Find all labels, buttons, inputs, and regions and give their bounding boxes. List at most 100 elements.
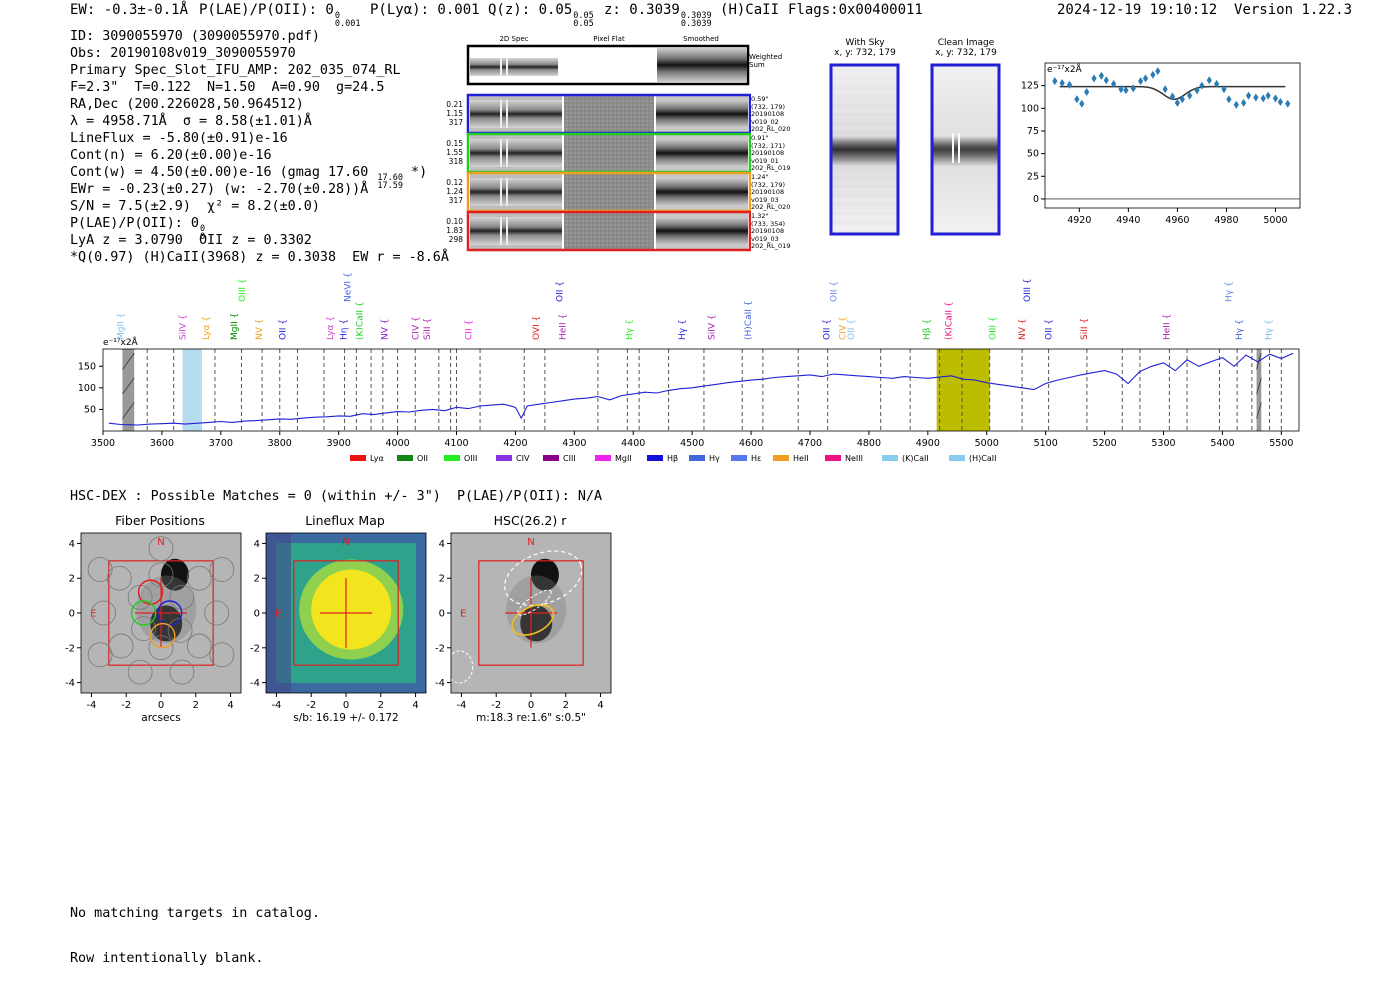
plae-sub: 0.001: [334, 19, 361, 29]
fiber-row-2: [466, 132, 751, 174]
fiber-2d-band: [470, 100, 562, 128]
z-value: z: 0.3039: [604, 2, 680, 18]
spectrum-hatch: [122, 352, 135, 370]
zoom-data-point: [1206, 76, 1212, 85]
fiber-2d-gap: [506, 139, 508, 167]
zoom-data-point: [1155, 67, 1161, 76]
spectrum-line-label: Lyα {: [326, 316, 336, 340]
clean-image: [930, 63, 1001, 236]
spectrum-xtick-label: 4300: [562, 438, 586, 449]
weighted-sum-label: Weighted Sum: [749, 53, 783, 69]
spectrum-line-label: Hγ {: [1224, 281, 1234, 302]
spectrum-line-label: CIV {: [411, 316, 421, 340]
fiber-row-3: [466, 171, 751, 213]
fiber-rows: [466, 93, 751, 252]
fiber-circle: [91, 600, 117, 626]
hsc-xtick-label: -2: [306, 700, 316, 711]
fiber-pixel-flat: [564, 213, 654, 249]
hsc-aperture-box: [293, 560, 399, 666]
hsc-ytick-label: -2: [65, 643, 75, 654]
zoom-data-point: [1174, 98, 1181, 107]
hsc-ytick-label: 4: [69, 539, 75, 550]
col-smoothed: Smoothed: [683, 35, 719, 43]
legend-label: Lyα: [370, 454, 384, 463]
spectrum-xtick-label: 5300: [1151, 438, 1175, 449]
info-contw: Cont(w) = 4.50(±0.00)e-16 (gmag 17.60 17…: [70, 164, 449, 190]
zoom-data-point: [1285, 99, 1291, 108]
fiber-2d-gap: [506, 100, 508, 128]
info-id: ID: 3090055970 (3090055970.pdf): [70, 29, 320, 44]
version-value: Version 1.22.3: [1234, 2, 1353, 18]
fiber-row-numbers: 0.12 1.24 317: [446, 178, 463, 205]
hsc-ytick-label: 0: [254, 609, 260, 620]
zoom-xtick-label: 4920: [1067, 215, 1091, 226]
zoom-data-point: [1241, 98, 1247, 107]
fiber-circle: [127, 659, 153, 685]
spectrum-line-label: Lyα {: [202, 316, 212, 340]
spectrum-shaded-region: [936, 349, 990, 431]
fiber-row-4: [466, 210, 751, 252]
fiber-row-numbers: 0.15 1.55 318: [446, 139, 463, 166]
spectrum-ylabel: e⁻¹⁷x2Å: [103, 336, 139, 348]
zoom-data-point: [1091, 74, 1097, 83]
info-lya-z: LyA z = 3.0790 OII z = 0.3302: [70, 233, 312, 248]
spectrum-xtick-label: 3800: [268, 438, 292, 449]
hsc-aperture-box: [478, 560, 584, 666]
fiber-2d-band: [470, 217, 562, 245]
legend-swatch: [825, 455, 841, 461]
hsc-xtick-label: 0: [528, 700, 534, 711]
spectrum-xtick-label: 5400: [1210, 438, 1234, 449]
contw-text: Cont(w) = 4.50(±0.00)e-16 (gmag 17.60: [70, 165, 369, 180]
spectrum-line-label: OII {: [556, 281, 566, 302]
spectrum-xtick-label: 5200: [1092, 438, 1116, 449]
fiber-row-numbers: 0.10 1.83 298: [446, 217, 463, 244]
fiber-row-details: 0.59" (732, 179) 20190108 v019_02 202_RL…: [751, 95, 791, 133]
cutout-grid: [466, 44, 751, 252]
hsc-panel-caption: arcsecs: [141, 712, 180, 724]
spectrum-xtick-label: 4600: [739, 438, 763, 449]
spectrum-line-label: OII {: [279, 319, 289, 340]
hsc-xtick-label: -4: [86, 700, 96, 711]
spectrum-shaded-region: [182, 349, 202, 431]
zoom-data-point: [1150, 70, 1156, 79]
zoom-data-point: [1253, 93, 1259, 102]
fiber-2d-gap: [500, 139, 502, 167]
fiber-pixel-flat: [564, 96, 654, 132]
hsc-ytick-label: 2: [69, 574, 75, 585]
zoom-data-point: [1214, 79, 1220, 88]
zoom-data-point: [1162, 85, 1168, 94]
with-sky-label: With Sky: [845, 38, 885, 48]
spectrum-line-label: CII {: [464, 320, 474, 340]
legend-label: Hγ: [709, 454, 720, 463]
info-qline: *Q(0.97) (H)CaII(3968) z = 0.3038 EW r =…: [70, 250, 449, 265]
with-sky-title: With Sky x, y: 732, 179: [820, 38, 910, 58]
spectrum-hatch: [122, 402, 135, 419]
header-plae: P(LAE)/P(OII): 0 0 0.001: [199, 2, 360, 28]
sky-images: [829, 63, 1001, 236]
zoom-data-point: [1272, 94, 1279, 103]
hsc-xtick-label: 2: [193, 700, 199, 711]
hsc-north-label: N: [527, 537, 534, 548]
plae-sup: 0: [334, 11, 340, 21]
timestamp-value: 2024-12-19 19:10:12: [1057, 2, 1218, 18]
info-obs: Obs: 20190108v019_3090055970: [70, 46, 296, 61]
zoom-data-point: [1194, 86, 1200, 95]
legend-label: (K)CaII: [902, 454, 929, 463]
zoom-xtick-label: 4980: [1214, 215, 1238, 226]
spectrum-line-label: (H)CaII {: [744, 301, 754, 341]
hsc-ytick-label: 0: [69, 609, 75, 620]
col-2d-spec: 2D Spec: [499, 35, 529, 43]
spectrum-xtick-label: 4200: [503, 438, 527, 449]
zoom-data-point: [1245, 91, 1252, 100]
fiber-circle: [169, 584, 195, 610]
legend-label: NeIII: [845, 454, 863, 463]
qz-stack: 0.05 0.05: [573, 12, 593, 29]
with-sky-xy: x, y: 732, 179: [834, 48, 896, 58]
header-plya: P(Lyα): 0.001: [370, 2, 480, 18]
fiber-2d-gap: [506, 178, 508, 206]
hsc-source-north: [160, 558, 189, 591]
legend-label: Hβ: [667, 454, 678, 463]
spectrum-frame: [102, 348, 1300, 432]
zoom-ytick-label: 50: [1027, 149, 1039, 160]
legend-swatch: [647, 455, 663, 461]
